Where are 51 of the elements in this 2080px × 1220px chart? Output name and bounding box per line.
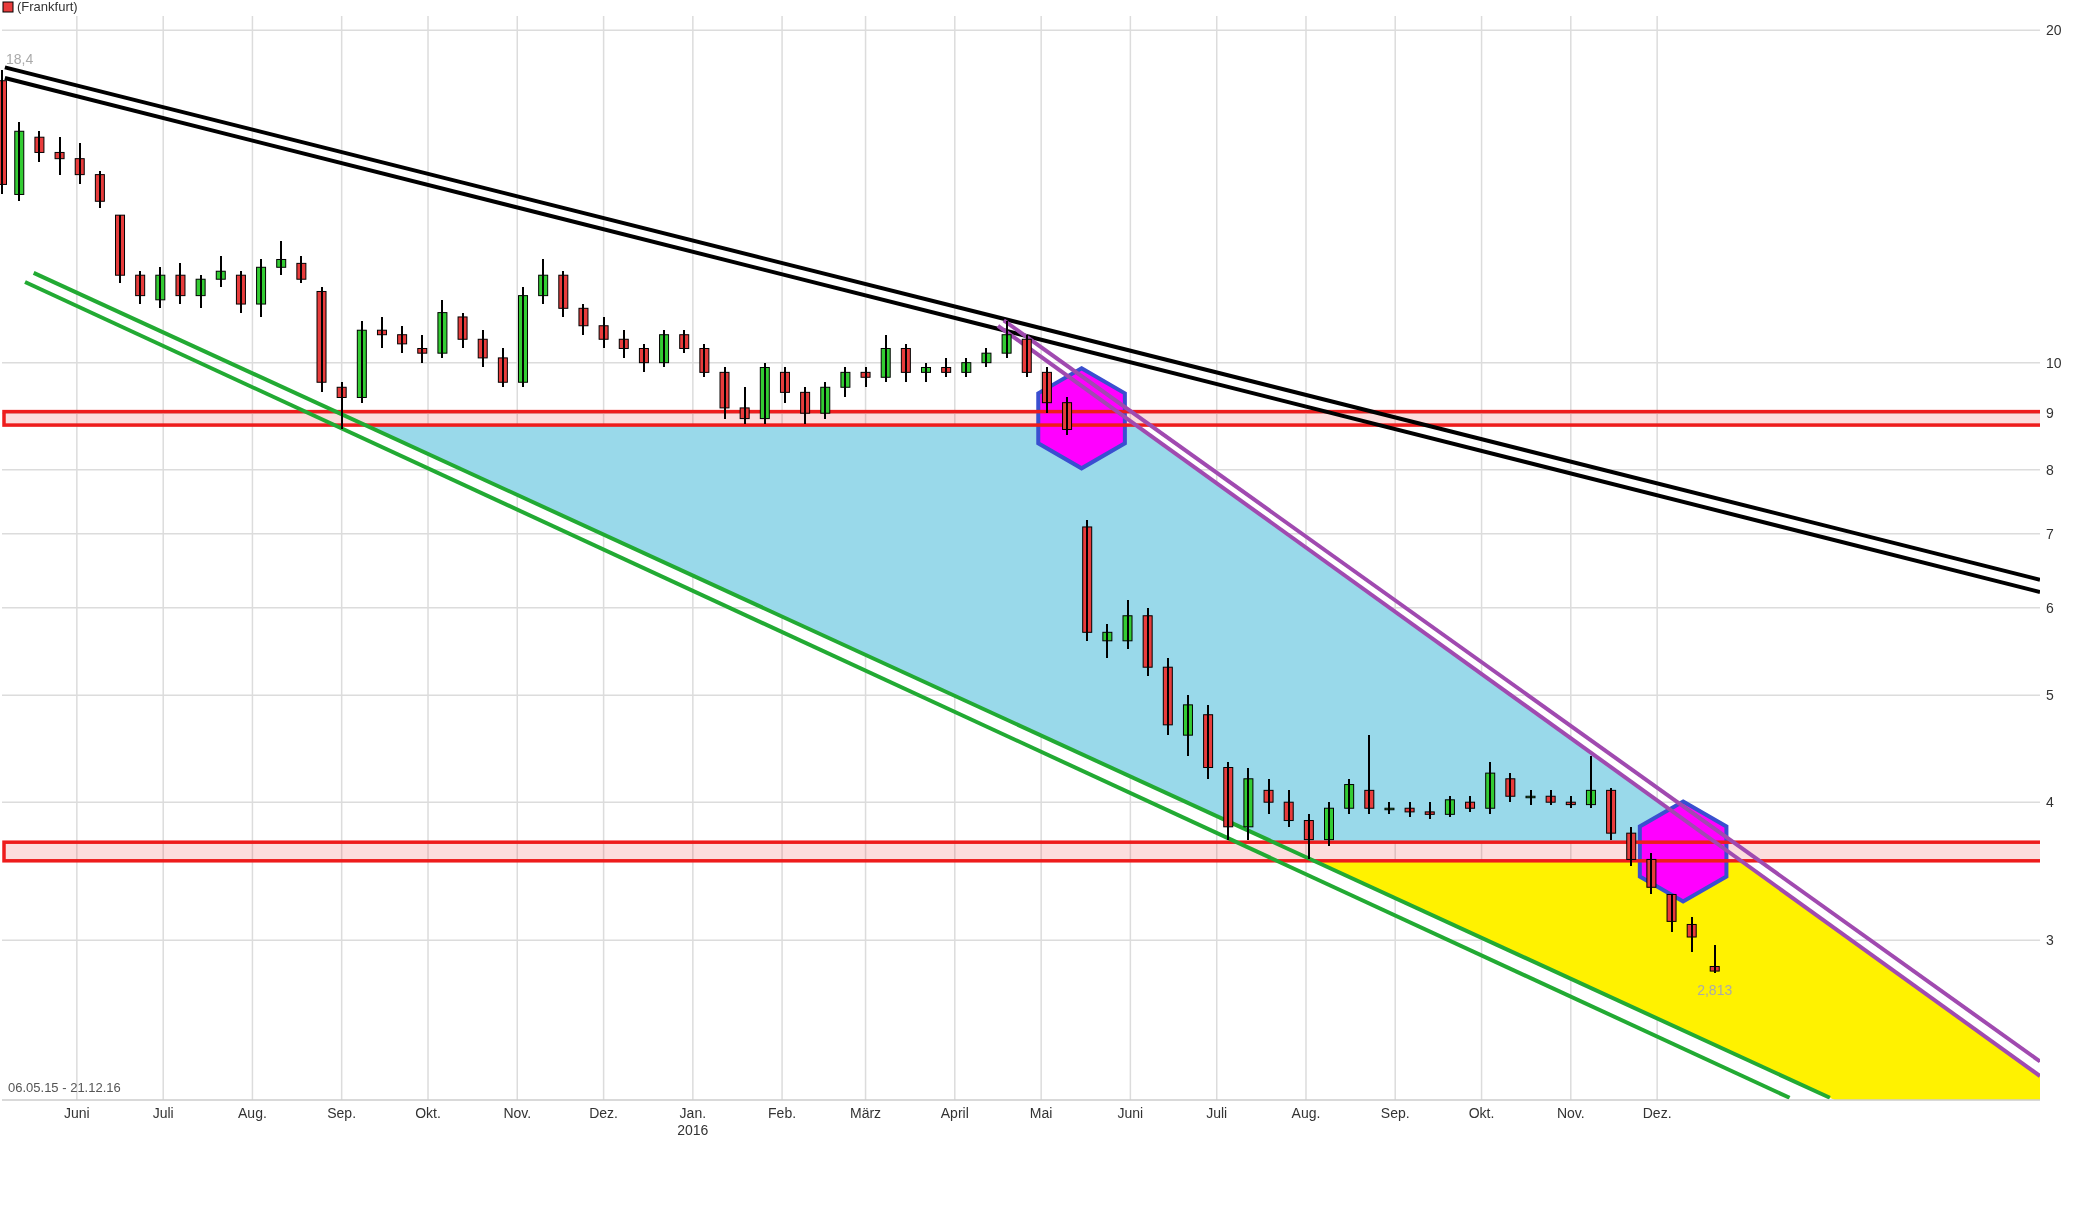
y-tick-label: 10	[2046, 354, 2062, 371]
x-tick-label: Okt.	[415, 1105, 441, 1121]
candlestick	[1646, 851, 1657, 896]
x-tick-label: Aug.	[238, 1105, 267, 1121]
candlestick	[840, 366, 851, 399]
x-tick-label: Sep.	[1380, 1105, 1410, 1121]
candlestick	[699, 342, 710, 379]
x-tick-label: Mai	[1029, 1105, 1053, 1121]
x-tick-label: Okt.	[1468, 1105, 1495, 1121]
y-tick-label: 4	[2046, 794, 2054, 811]
candlestick	[296, 254, 307, 285]
candlestick	[1243, 766, 1254, 841]
x-tick-label: Dez.	[589, 1105, 619, 1121]
y-tick-label: 6	[2046, 599, 2054, 616]
candlestick	[437, 298, 448, 359]
candlestick	[1404, 801, 1415, 818]
x-tick-label: Nov.	[1556, 1105, 1585, 1121]
candlestick	[719, 366, 730, 420]
x-tick-label: Feb.	[768, 1105, 797, 1121]
annotation: 06.05.15 - 21.12.16	[8, 1080, 121, 1095]
x-tick-label: Juni	[1117, 1105, 1144, 1121]
chart-title: (Frankfurt)	[17, 0, 78, 14]
x-tick-label: April	[940, 1105, 969, 1121]
y-tick-label: 7	[2046, 525, 2054, 542]
x-tick-label: Juli	[152, 1105, 174, 1121]
y-tick-label: 9	[2046, 405, 2054, 422]
candlestick	[1001, 320, 1012, 359]
x-tick-label: Sep.	[327, 1105, 357, 1121]
candlestick	[1424, 801, 1435, 821]
candlestick	[1505, 772, 1516, 804]
x-tick-label: Nov.	[503, 1105, 532, 1121]
x-tick-label: Juli	[1206, 1105, 1228, 1121]
candlestick	[1263, 777, 1274, 816]
annotation: 2,813	[1697, 982, 1733, 999]
x-tick-label: März	[850, 1105, 882, 1121]
candlestick	[1666, 893, 1677, 934]
y-tick-label: 20	[2046, 22, 2062, 39]
candlestick	[1545, 789, 1556, 806]
y-tick-label: 5	[2046, 687, 2054, 704]
y-tick-label: 3	[2046, 932, 2054, 949]
candlestick	[316, 286, 327, 394]
x-tick-label: Jan. 2016	[677, 1105, 709, 1138]
candlestick	[860, 366, 871, 389]
candlestick	[598, 315, 609, 350]
annotation: 18,4	[6, 51, 34, 68]
candlestick	[457, 311, 468, 350]
x-tick-label: Juni	[64, 1105, 90, 1121]
y-tick-label: 8	[2046, 461, 2054, 478]
x-tick-label: Dez.	[1642, 1105, 1672, 1121]
x-tick-label: Aug.	[1291, 1105, 1321, 1121]
candlestick	[1122, 598, 1133, 651]
